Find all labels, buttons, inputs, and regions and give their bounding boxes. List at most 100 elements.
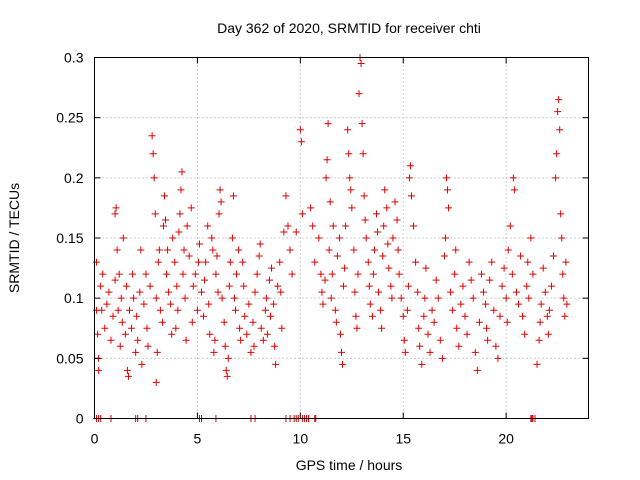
data-point bbox=[355, 90, 363, 98]
data-point bbox=[434, 294, 442, 302]
data-point bbox=[447, 288, 455, 296]
data-point bbox=[471, 348, 479, 356]
data-point bbox=[428, 306, 436, 314]
data-point bbox=[525, 294, 533, 302]
data-point bbox=[154, 258, 162, 266]
data-point bbox=[148, 132, 156, 140]
x-tick-label: 15 bbox=[395, 431, 411, 447]
data-point bbox=[221, 342, 229, 350]
data-point bbox=[438, 354, 446, 362]
data-point bbox=[274, 282, 282, 290]
data-point bbox=[352, 312, 360, 320]
data-point bbox=[359, 150, 367, 158]
data-point bbox=[407, 192, 415, 200]
axis-ticks: 0 0.05 0.1 0.15 0.2 0.25 0.3 0 5 10 15 20 bbox=[56, 50, 589, 447]
data-point bbox=[486, 276, 494, 284]
data-point bbox=[455, 342, 463, 350]
data-point bbox=[215, 210, 223, 218]
data-point bbox=[494, 354, 502, 362]
data-point bbox=[523, 282, 531, 290]
data-point bbox=[137, 246, 145, 254]
data-point bbox=[315, 234, 323, 242]
data-point bbox=[555, 96, 563, 104]
data-point bbox=[562, 258, 570, 266]
data-point bbox=[297, 138, 305, 146]
data-point bbox=[222, 366, 230, 374]
data-point bbox=[216, 186, 224, 194]
y-tick-label: 0 bbox=[76, 411, 84, 427]
data-point bbox=[152, 294, 160, 302]
data-point bbox=[424, 330, 432, 338]
data-point bbox=[195, 240, 203, 248]
data-point bbox=[109, 312, 117, 320]
data-point bbox=[143, 324, 151, 332]
data-point bbox=[375, 288, 383, 296]
data-point bbox=[524, 258, 532, 266]
data-point bbox=[201, 276, 209, 284]
data-point bbox=[560, 294, 568, 302]
data-point bbox=[482, 300, 490, 308]
data-point bbox=[249, 318, 257, 326]
data-point bbox=[114, 306, 122, 314]
data-point bbox=[426, 348, 434, 356]
data-point bbox=[169, 234, 177, 242]
data-point bbox=[378, 324, 386, 332]
data-point bbox=[228, 234, 236, 242]
data-point bbox=[130, 294, 138, 302]
data-point bbox=[226, 258, 234, 266]
data-point bbox=[146, 282, 154, 290]
data-point bbox=[467, 276, 475, 284]
data-point bbox=[445, 204, 453, 212]
data-point bbox=[335, 234, 343, 242]
data-point bbox=[97, 282, 105, 290]
data-point bbox=[162, 216, 170, 224]
data-point bbox=[418, 360, 426, 368]
x-tick-label: 5 bbox=[194, 431, 202, 447]
data-point bbox=[134, 336, 142, 344]
data-point bbox=[204, 222, 212, 230]
data-point bbox=[389, 234, 397, 242]
data-point bbox=[118, 318, 126, 326]
data-point bbox=[98, 306, 106, 314]
data-point bbox=[541, 288, 549, 296]
data-point bbox=[401, 348, 409, 356]
data-point bbox=[209, 246, 217, 254]
data-point bbox=[326, 198, 334, 206]
data-point bbox=[237, 336, 245, 344]
data-point bbox=[318, 288, 326, 296]
data-point bbox=[350, 246, 358, 254]
data-point bbox=[251, 288, 259, 296]
x-tick-label: 10 bbox=[293, 431, 309, 447]
data-point bbox=[331, 306, 339, 314]
data-point bbox=[158, 318, 166, 326]
data-point bbox=[317, 270, 325, 278]
data-point bbox=[224, 354, 232, 362]
data-point bbox=[394, 246, 402, 254]
data-point bbox=[168, 330, 176, 338]
data-point bbox=[384, 240, 392, 248]
data-point bbox=[105, 288, 113, 296]
data-point bbox=[500, 264, 508, 272]
data-point bbox=[368, 312, 376, 320]
data-point bbox=[358, 120, 366, 128]
data-point bbox=[218, 294, 226, 302]
data-point bbox=[510, 186, 518, 194]
data-point bbox=[276, 258, 284, 266]
data-point bbox=[284, 222, 292, 230]
data-point bbox=[240, 282, 248, 290]
data-point bbox=[206, 330, 214, 338]
data-point bbox=[521, 330, 529, 338]
data-point bbox=[107, 336, 115, 344]
data-point bbox=[164, 246, 172, 254]
data-point bbox=[243, 330, 251, 338]
data-point bbox=[506, 222, 514, 230]
data-point bbox=[202, 258, 210, 266]
data-point bbox=[533, 360, 541, 368]
data-point bbox=[399, 312, 407, 320]
data-point bbox=[357, 60, 365, 68]
data-point bbox=[553, 150, 561, 158]
data-point bbox=[415, 324, 423, 332]
y-tick-label: 0.2 bbox=[64, 170, 84, 186]
data-point bbox=[173, 282, 181, 290]
